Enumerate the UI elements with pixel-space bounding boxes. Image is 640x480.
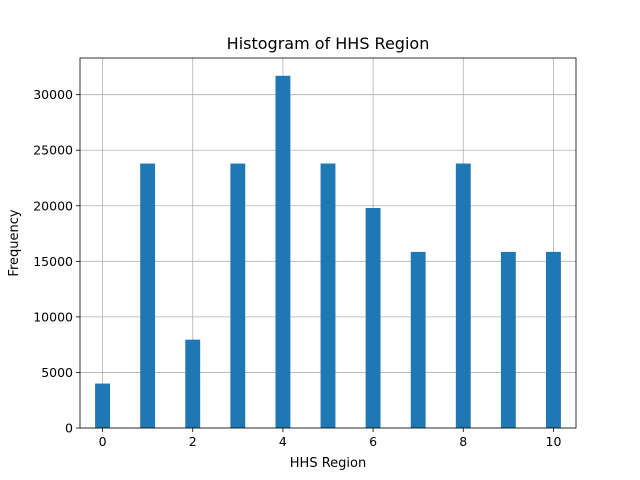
histogram-bar [455, 163, 471, 429]
y-tick-label: 20000 [33, 198, 73, 213]
histogram-bar [365, 208, 381, 428]
y-tick-label: 15000 [33, 254, 73, 269]
y-axis-label: Frequency [7, 209, 22, 276]
x-tick-label: 4 [279, 434, 287, 449]
histogram-bar [230, 163, 246, 429]
y-tick-label: 30000 [33, 87, 73, 102]
y-axis-ticks: 0 5000 10000 15000 20000 25000 30000 [33, 87, 80, 436]
y-tick-label: 25000 [33, 143, 73, 158]
histogram-bar [185, 339, 201, 428]
chart-title: Histogram of HHS Region [227, 34, 430, 53]
histogram-bar [500, 251, 516, 428]
histogram-bar [95, 383, 110, 428]
x-tick-label: 6 [369, 434, 377, 449]
y-tick-label: 5000 [41, 365, 73, 380]
x-axis-ticks: 0 2 4 6 8 10 [99, 428, 562, 449]
histogram-bar [140, 163, 156, 429]
histogram-bar [410, 251, 426, 428]
histogram-bar [320, 163, 336, 429]
y-tick-label: 0 [65, 421, 73, 436]
histogram-bar [275, 75, 291, 429]
plot-frame [79, 57, 577, 429]
histogram-bar [546, 251, 561, 428]
x-tick-label: 10 [546, 434, 562, 449]
x-axis-label: HHS Region [290, 456, 366, 471]
x-tick-label: 0 [99, 434, 107, 449]
y-tick-label: 10000 [33, 309, 73, 324]
x-tick-label: 2 [189, 434, 197, 449]
bars [95, 75, 561, 429]
x-tick-label: 8 [459, 434, 467, 449]
